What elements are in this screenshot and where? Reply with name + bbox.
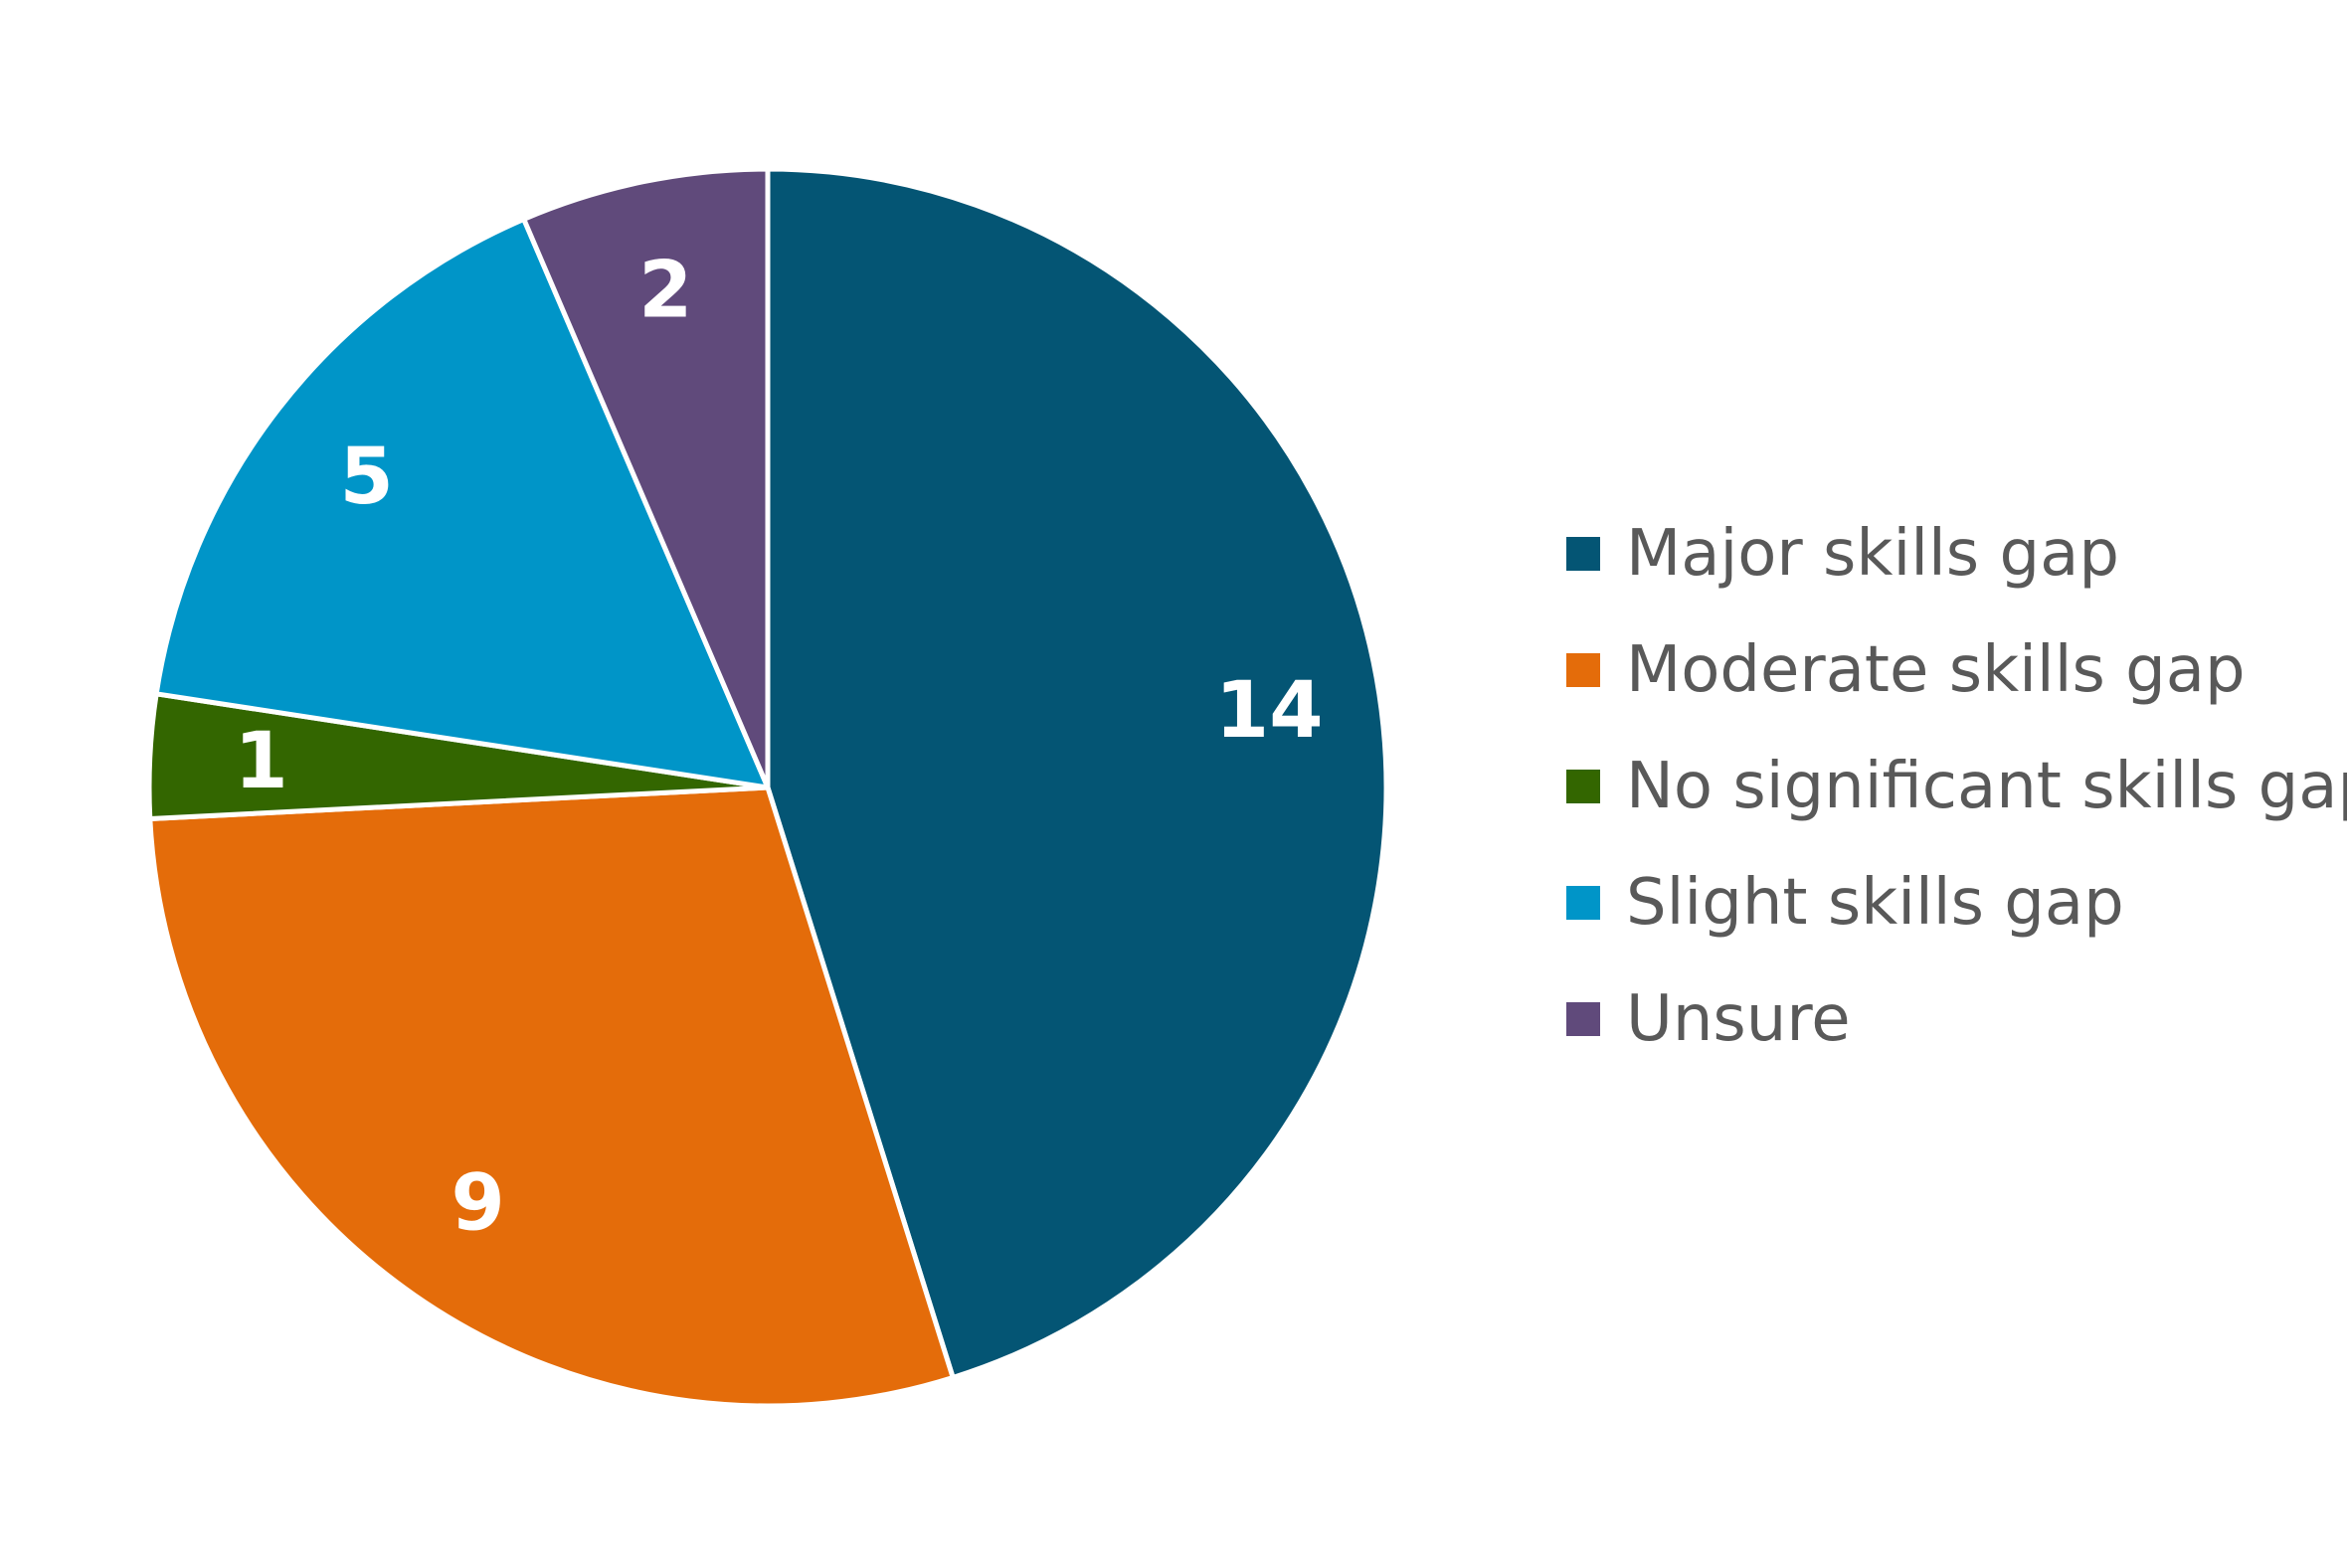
legend-item-unsure: Unsure [1566,982,1851,1056]
legend-item-major-skills-gap: Major skills gap [1566,517,2119,591]
data-label-moderate-skills-gap: 9 [451,1159,504,1249]
legend-label-moderate-skills-gap: Moderate skills gap [1626,633,2246,707]
legend-swatch-unsure [1566,1002,1600,1036]
pie-slice-moderate-skills-gap [147,784,956,1409]
pie-slice-unsure [521,166,771,790]
data-label-unsure: 2 [638,246,692,335]
data-label-slight-skills-gap: 5 [340,433,394,522]
legend-swatch-major-skills-gap [1566,537,1600,571]
legend-label-slight-skills-gap: Slight skills gap [1626,866,2124,940]
chart-legend: Major skills gap Moderate skills gap No si… [1566,517,2347,1056]
data-label-major-skills-gap: 14 [1215,666,1324,756]
pie-slice-major-skills-gap [765,166,1389,1380]
pie-slice-slight-skills-gap [153,216,771,790]
legend-swatch-slight-skills-gap [1566,886,1600,920]
legend-label-unsure: Unsure [1626,982,1851,1056]
legend-label-major-skills-gap: Major skills gap [1626,517,2119,591]
legend-item-no-significant-skills-gap: No significant skills gap [1566,750,2347,823]
pie-data-labels: 14 9 1 5 2 [234,246,1323,1248]
legend-item-moderate-skills-gap: Moderate skills gap [1566,633,2246,707]
legend-swatch-no-significant-skills-gap [1566,770,1600,803]
pie-slices [146,166,1389,1409]
legend-item-slight-skills-gap: Slight skills gap [1566,866,2124,940]
legend-label-no-significant-skills-gap: No significant skills gap [1626,750,2347,823]
legend-swatch-moderate-skills-gap [1566,653,1600,687]
data-label-no-significant-skills-gap: 1 [234,717,287,806]
